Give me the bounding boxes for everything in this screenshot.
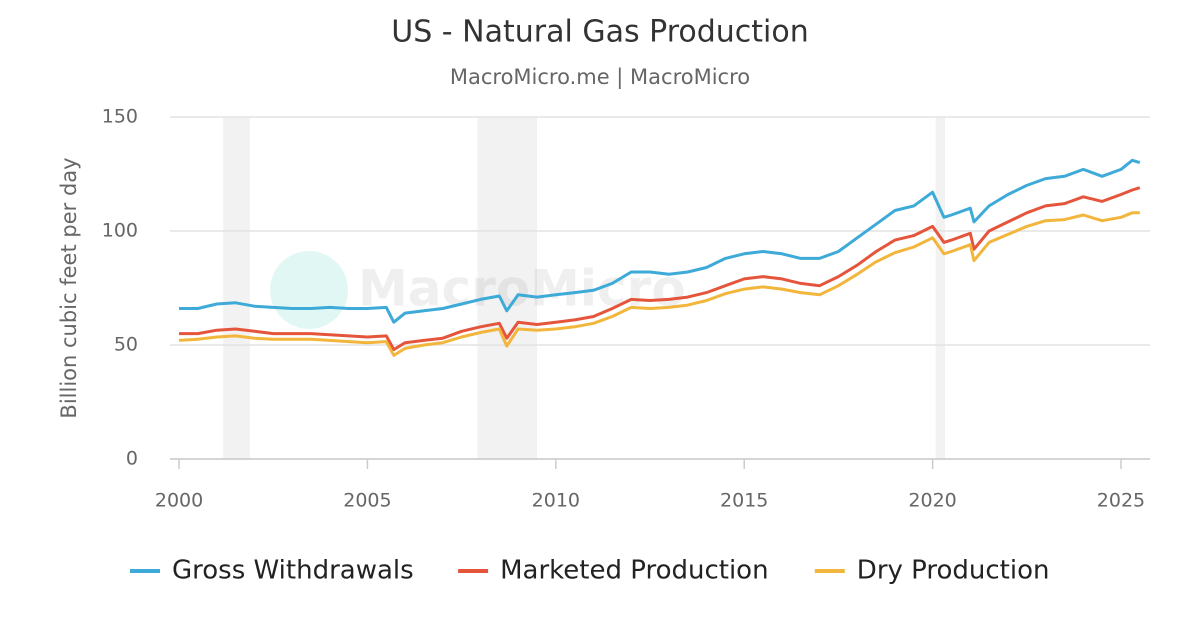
series-line	[179, 186, 1141, 352]
y-tick-label: 100	[102, 220, 138, 242]
y-tick-label: 50	[114, 334, 138, 356]
y-tick-label: 0	[126, 448, 138, 470]
legend-label: Gross Withdrawals	[172, 556, 414, 586]
y-tick-label: 150	[102, 106, 138, 128]
x-tick-label: 2025	[1097, 490, 1145, 512]
recession-band	[477, 117, 537, 459]
x-tick-label: 2005	[343, 490, 391, 512]
x-tick-label: 2020	[908, 490, 956, 512]
chart-title: US - Natural Gas Production	[391, 15, 809, 50]
x-tick-label: 2015	[720, 490, 768, 512]
recession-band	[935, 117, 946, 459]
series-line	[178, 211, 1140, 357]
watermark-logo	[270, 251, 348, 329]
legend-label: Dry Production	[857, 556, 1050, 586]
chart-subtitle: MacroMicro.me | MacroMicro	[450, 65, 750, 90]
x-tick-label: 2010	[532, 490, 580, 512]
y-axis-label: Billion cubic feet per day	[57, 157, 81, 418]
recession-band	[223, 117, 250, 459]
legend-label: Marketed Production	[500, 556, 768, 586]
series-line	[179, 158, 1141, 324]
x-tick-label: 2000	[155, 490, 203, 512]
watermark: MacroMicro	[270, 251, 686, 329]
